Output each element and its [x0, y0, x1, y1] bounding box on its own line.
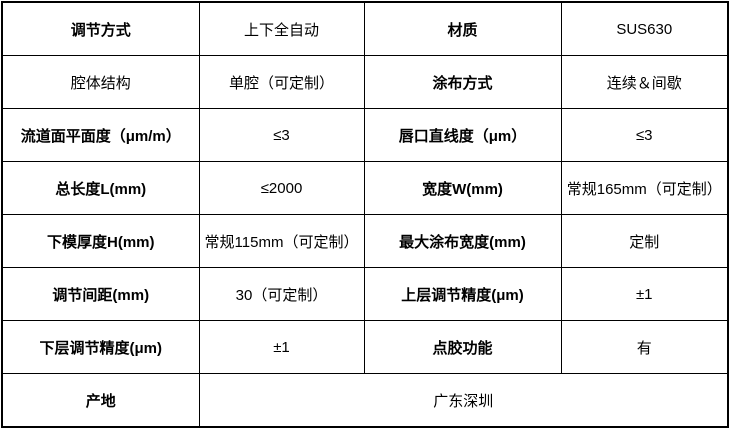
table-row: 调节方式 上下全自动 材质 SUS630 [1, 1, 729, 56]
spec-label-adjust-spacing: 调节间距(mm) [1, 267, 200, 321]
spec-label-lip-straightness: 唇口直线度（μm） [363, 108, 562, 162]
table-row: 下层调节精度(μm) ±1 点胶功能 有 [1, 320, 729, 374]
spec-value-width: 常规165mm（可定制） [560, 161, 729, 215]
spec-label-cavity-structure: 腔体结构 [1, 55, 200, 109]
spec-label-max-coating-width: 最大涂布宽度(mm) [363, 214, 562, 268]
spec-value-dispensing-function: 有 [560, 320, 729, 374]
spec-value-origin: 广东深圳 [198, 373, 729, 428]
table-row: 产地 广东深圳 [1, 373, 729, 428]
table-row: 调节间距(mm) 30（可定制） 上层调节精度(μm) ±1 [1, 267, 729, 321]
spec-value-adjust-mode: 上下全自动 [198, 1, 365, 56]
spec-label-material: 材质 [363, 1, 562, 56]
spec-label-lower-die-thickness: 下模厚度H(mm) [1, 214, 200, 268]
spec-label-flow-surface-flatness: 流道面平面度（μm/m） [1, 108, 200, 162]
spec-value-lower-die-thickness: 常规115mm（可定制） [198, 214, 365, 268]
spec-label-total-length: 总长度L(mm) [1, 161, 200, 215]
table-row: 下模厚度H(mm) 常规115mm（可定制） 最大涂布宽度(mm) 定制 [1, 214, 729, 268]
spec-label-origin: 产地 [1, 373, 200, 428]
spec-value-lower-adjust-precision: ±1 [198, 320, 365, 374]
spec-label-coating-method: 涂布方式 [363, 55, 562, 109]
spec-label-lower-adjust-precision: 下层调节精度(μm) [1, 320, 200, 374]
table-row: 流道面平面度（μm/m） ≤3 唇口直线度（μm） ≤3 [1, 108, 729, 162]
spec-value-total-length: ≤2000 [198, 161, 365, 215]
spec-value-coating-method: 连续＆间歇 [560, 55, 729, 109]
table-row: 腔体结构 单腔（可定制） 涂布方式 连续＆间歇 [1, 55, 729, 109]
spec-value-upper-adjust-precision: ±1 [560, 267, 729, 321]
spec-value-flow-surface-flatness: ≤3 [198, 108, 365, 162]
spec-value-max-coating-width: 定制 [560, 214, 729, 268]
spec-label-adjust-mode: 调节方式 [1, 1, 200, 56]
spec-label-dispensing-function: 点胶功能 [363, 320, 562, 374]
spec-value-material: SUS630 [560, 1, 729, 56]
table-row: 总长度L(mm) ≤2000 宽度W(mm) 常规165mm（可定制） [1, 161, 729, 215]
spec-label-upper-adjust-precision: 上层调节精度(μm) [363, 267, 562, 321]
spec-value-adjust-spacing: 30（可定制） [198, 267, 365, 321]
spec-value-lip-straightness: ≤3 [560, 108, 729, 162]
spec-label-width: 宽度W(mm) [363, 161, 562, 215]
spec-value-cavity-structure: 单腔（可定制） [198, 55, 365, 109]
